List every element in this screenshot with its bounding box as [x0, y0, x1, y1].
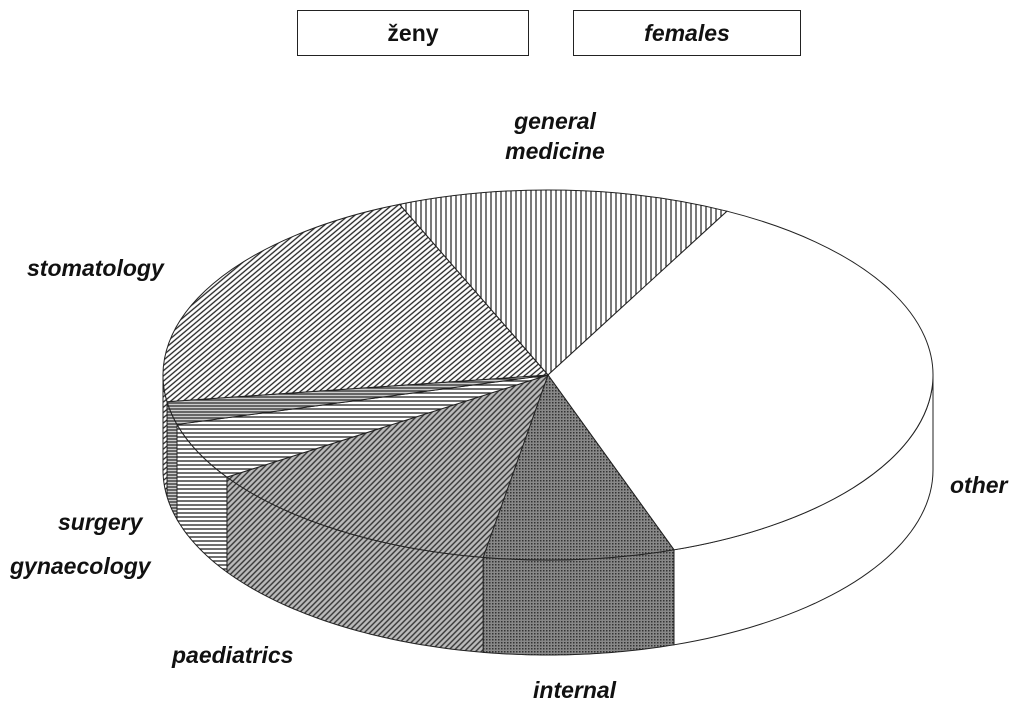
slice: [162, 203, 550, 403]
slice: [398, 189, 728, 376]
slice-label: internal: [533, 677, 617, 703]
slice-label: gynaecology: [10, 553, 151, 579]
slice-label: general medicine: [505, 108, 605, 164]
slice-label: stomatology: [27, 255, 164, 281]
title-box: females: [573, 10, 801, 56]
slice-label: paediatrics: [172, 642, 294, 668]
slice: [547, 210, 934, 551]
title-box: ženy: [297, 10, 529, 56]
slice: [225, 374, 549, 558]
slice-label: surgery: [58, 509, 143, 535]
slice-side: [482, 549, 675, 656]
slice-label: other: [950, 472, 1008, 498]
slice: [482, 373, 675, 561]
